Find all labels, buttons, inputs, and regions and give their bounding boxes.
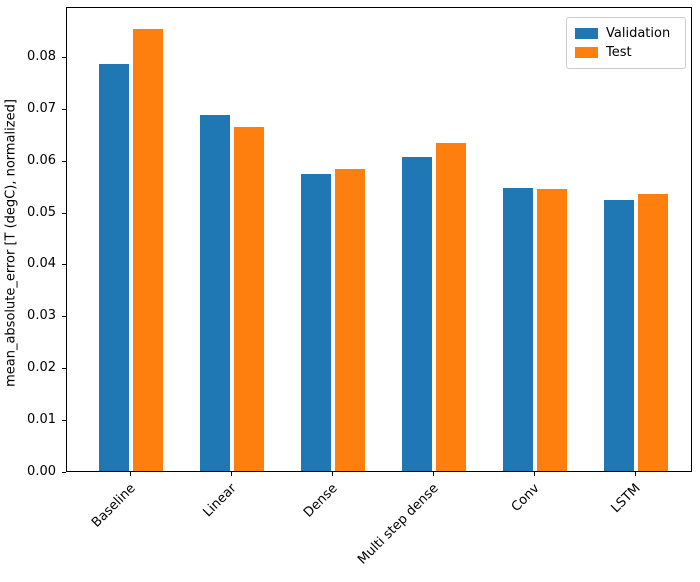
x-tick-label-baseline: Baseline bbox=[89, 481, 139, 531]
y-tick-label: 0.02 bbox=[27, 360, 56, 376]
y-tick-label: 0.00 bbox=[27, 464, 56, 479]
x-tick-label-dense: Dense bbox=[300, 481, 341, 521]
bar-test-multi-step-dense bbox=[436, 142, 466, 471]
x-tick-mark bbox=[635, 472, 636, 476]
y-tick-label: 0.08 bbox=[27, 48, 56, 64]
y-tick-label: 0.03 bbox=[27, 308, 56, 324]
plot-area bbox=[66, 7, 692, 472]
bar-test-baseline bbox=[133, 28, 163, 471]
x-tick-mark bbox=[433, 472, 434, 476]
legend-row-validation: Validation bbox=[575, 24, 677, 43]
legend-row-test: Test bbox=[575, 43, 677, 62]
y-tick-mark bbox=[62, 316, 66, 318]
y-tick-label: 0.01 bbox=[27, 412, 56, 428]
bar-test-linear bbox=[234, 126, 264, 471]
legend-swatch-validation bbox=[575, 28, 598, 39]
x-tick-mark bbox=[332, 472, 333, 476]
x-tick-mark bbox=[534, 472, 535, 476]
x-tick-mark bbox=[130, 472, 131, 476]
y-tick-mark bbox=[62, 212, 66, 214]
y-axis-label: mean_absolute_error [T (degC), normalize… bbox=[3, 99, 19, 387]
y-tick-mark bbox=[62, 472, 66, 473]
x-tick-label-conv: Conv bbox=[508, 481, 543, 515]
bar-validation-dense bbox=[301, 174, 331, 471]
bar-test-dense bbox=[335, 168, 365, 471]
legend-label-validation: Validation bbox=[606, 26, 671, 41]
x-tick-label-multi-step-dense: Multi step dense bbox=[355, 481, 442, 568]
y-tick-mark bbox=[62, 368, 66, 370]
bar-validation-lstm bbox=[604, 199, 634, 471]
bar-validation-multi-step-dense bbox=[402, 156, 432, 471]
bar-test-lstm bbox=[638, 194, 668, 471]
y-tick-label: 0.06 bbox=[27, 152, 56, 168]
bar-test-conv bbox=[537, 189, 567, 471]
bar-validation-baseline bbox=[99, 63, 129, 471]
y-tick-mark bbox=[62, 264, 66, 266]
y-tick-label: 0.05 bbox=[27, 204, 56, 220]
bar-validation-conv bbox=[503, 188, 533, 471]
x-tick-label-linear: Linear bbox=[200, 481, 240, 521]
y-tick-mark bbox=[62, 420, 66, 422]
legend-label-test: Test bbox=[606, 45, 632, 60]
bar-validation-linear bbox=[200, 114, 230, 471]
y-tick-label: 0.07 bbox=[27, 100, 56, 116]
legend: Validation Test bbox=[566, 17, 686, 69]
y-tick-mark bbox=[62, 160, 66, 162]
y-tick-label: 0.04 bbox=[27, 256, 56, 272]
legend-swatch-test bbox=[575, 47, 598, 58]
y-tick-mark bbox=[62, 56, 66, 58]
x-tick-label-lstm: LSTM bbox=[608, 481, 644, 517]
x-tick-mark bbox=[231, 472, 232, 476]
y-tick-mark bbox=[62, 108, 66, 110]
